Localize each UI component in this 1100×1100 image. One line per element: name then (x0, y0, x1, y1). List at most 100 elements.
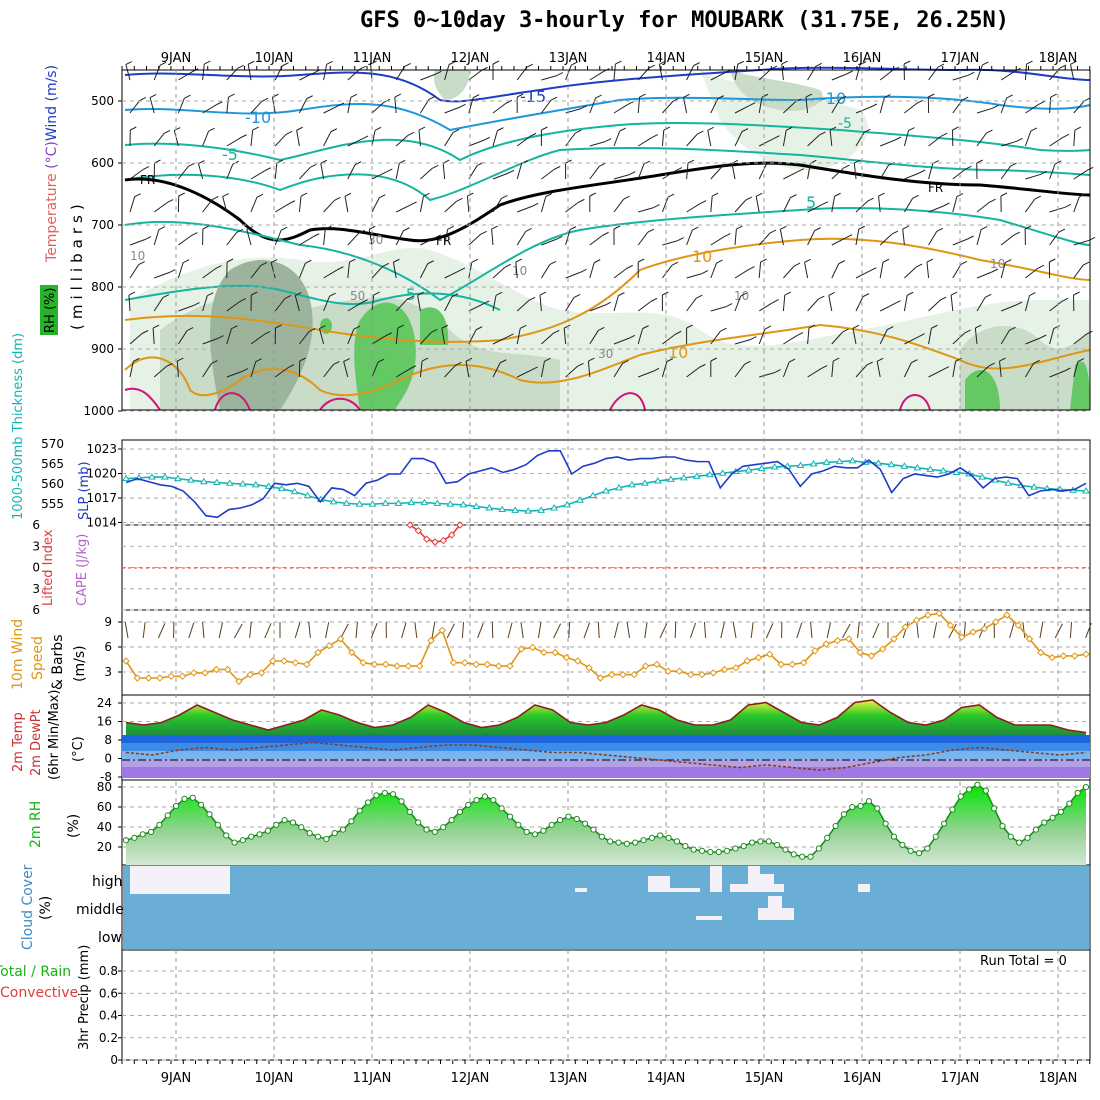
wind10-speed-point (1025, 635, 1034, 643)
wind10-speed-point (845, 635, 853, 643)
wind-barb-flag (926, 258, 934, 263)
wind-barb (492, 336, 508, 345)
wind10-speed-point (223, 665, 232, 674)
wind10-speed-point (596, 674, 605, 682)
wind10-speed-point (156, 674, 164, 682)
wind-barb (299, 166, 311, 180)
wind-barb-flag (465, 357, 473, 362)
wind-barb (176, 361, 179, 378)
thickness-point (705, 470, 714, 478)
slp-ylabel: 1000-500mb Thickness (dm) SLP (mb) (11, 333, 92, 520)
wind-barb-flag (166, 363, 173, 367)
wind-barb-flag (431, 328, 438, 333)
cloud-block (748, 866, 760, 892)
wind-barb (710, 262, 718, 279)
wind-barb (565, 229, 571, 246)
wind-barb-flag (377, 358, 385, 363)
rh2m-point (1057, 808, 1065, 815)
wind-barb (783, 101, 796, 114)
wind-barb-flag (231, 325, 238, 330)
wind-barb (347, 97, 352, 114)
wind-barb-flag (158, 226, 166, 231)
rh-tick-label: 80 (97, 780, 112, 794)
rh2m-point (506, 813, 514, 820)
wind-barb-flag (937, 63, 945, 68)
wind10-speed-point (709, 669, 718, 677)
wind10-panel (122, 609, 1092, 686)
wind-barb-flag (379, 194, 386, 199)
wind-barbs (125, 60, 1096, 378)
wind-barb (658, 64, 663, 81)
wind-barb-flag (808, 324, 816, 329)
wind-barb (855, 296, 864, 312)
precip-tick-label: 0.4 (99, 1009, 118, 1023)
pressure-tick-label: 1000 (83, 404, 114, 418)
wind10-speed-point (133, 674, 142, 682)
day-label-top: 16JAN (843, 51, 882, 66)
wind10-barb (916, 622, 919, 639)
rh2m-point (456, 808, 464, 815)
wind-barb (662, 264, 673, 279)
wind-barb-flag (1059, 64, 1067, 69)
wind10-speed-point (935, 609, 943, 618)
wind-barb-flag (403, 227, 410, 232)
dewpt2m-line (125, 741, 1087, 771)
wind-barb-flag (482, 300, 490, 305)
wind-barb (758, 138, 774, 147)
wind-barb-flag (741, 128, 749, 133)
wind10-speed-point (438, 626, 446, 635)
wind-barb (710, 72, 726, 81)
wind-barb (928, 328, 932, 345)
wind10-barb (703, 622, 707, 639)
wind-barb (686, 163, 689, 180)
wind-barb-flag (652, 367, 660, 372)
wind-barb (613, 130, 621, 147)
wind10-speed-point (969, 628, 977, 636)
wind-barb-flag (539, 291, 547, 296)
wind-barb-flag (790, 194, 797, 199)
wind-barb (903, 295, 908, 312)
wind10-barb (689, 622, 697, 639)
wind-barb (177, 97, 185, 114)
wind-barb (129, 333, 143, 345)
wind-barb (952, 238, 968, 246)
wind-barb (299, 331, 310, 345)
wind-barb (444, 200, 457, 213)
wind10-speed-point (336, 635, 345, 643)
precip-conv-label: Convective (0, 985, 78, 1001)
wind10-barb (249, 622, 252, 639)
day-label-bottom: 10JAN (255, 1071, 294, 1086)
wind-barb (734, 199, 747, 213)
temp-band (122, 759, 1090, 767)
wind-barb (1073, 169, 1088, 180)
wind-barb (831, 361, 834, 378)
wind-barb-flag (964, 329, 971, 334)
wind-barb-flag (261, 97, 269, 102)
wind-barb (442, 163, 446, 180)
thickness-point (264, 482, 273, 489)
wind-barb (395, 230, 404, 246)
wind-barb (419, 263, 429, 279)
wind10-speed-point (449, 658, 458, 667)
thickness-point (744, 466, 753, 473)
wind10-speed-point (653, 660, 661, 669)
thickness-point (524, 507, 533, 514)
wind-barb (541, 75, 557, 81)
wind-barb (323, 105, 339, 114)
wind-barb-flag (163, 129, 171, 134)
wind-barb (758, 262, 762, 279)
wind-barb-flag (507, 333, 514, 338)
wind-barb-flag (750, 336, 757, 341)
wind-barb (202, 338, 218, 345)
rh2m-point (991, 805, 998, 812)
wind-barb (274, 133, 287, 147)
day-label-top: 18JAN (1039, 51, 1078, 66)
thickness-point (186, 476, 195, 483)
thickness-point (225, 479, 234, 486)
wind-barb-flag (717, 95, 725, 100)
wind-barb-flag (804, 258, 811, 263)
wind-barb (129, 196, 136, 213)
wind-barb (250, 265, 262, 279)
wind-barb (829, 130, 833, 147)
wind-barb (465, 361, 470, 378)
